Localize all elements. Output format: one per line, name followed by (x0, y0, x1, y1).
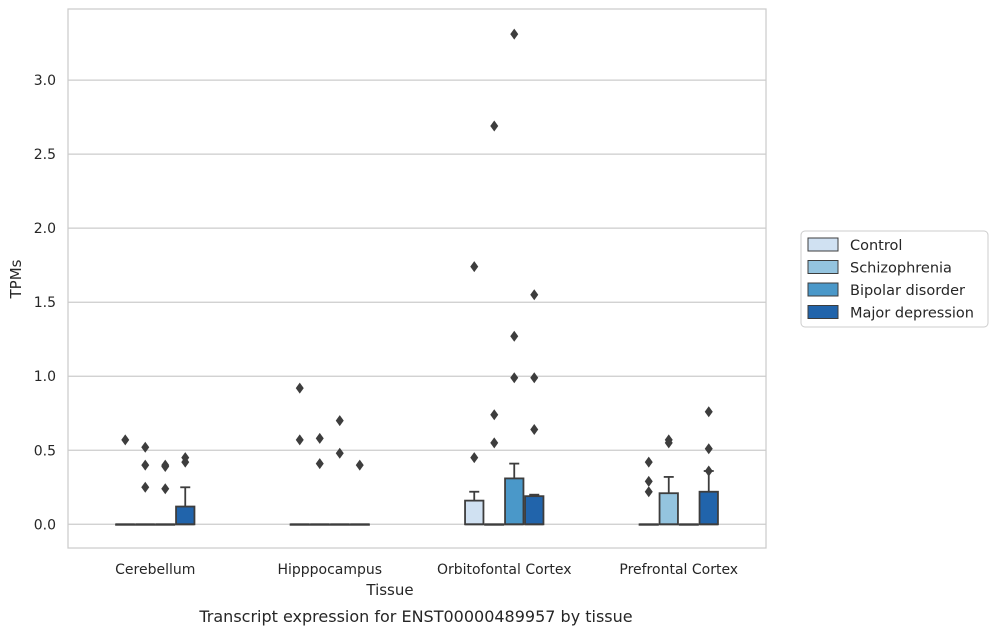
box-body (175, 505, 196, 526)
outlier-point (510, 330, 519, 342)
legend-label: Control (850, 238, 902, 254)
box-2-2 (504, 462, 525, 526)
y-tick-label: 1.5 (34, 295, 56, 311)
x-tick-label: Cerebellum (115, 562, 195, 578)
outlier-point (664, 437, 673, 449)
legend-swatch (807, 282, 839, 297)
box-2-0 (155, 523, 176, 526)
box-body (464, 499, 485, 526)
outlier-point (355, 459, 364, 471)
outlier-point (704, 443, 713, 455)
outlier-point (510, 372, 519, 384)
legend-swatch (807, 305, 839, 319)
legend-label: Schizophrenia (850, 261, 952, 277)
outlier-point (141, 441, 150, 453)
box-0-3 (638, 523, 659, 526)
box-1-1 (309, 523, 330, 526)
legend-swatch (807, 237, 839, 252)
outlier-point (704, 465, 713, 477)
box-body (504, 477, 525, 526)
outlier-point (530, 424, 539, 436)
x-tick-label: Prefrontal Cortex (619, 562, 738, 578)
box-1-0 (135, 523, 156, 526)
y-axis-title: TPMs (7, 259, 25, 299)
outlier-point (490, 409, 499, 421)
box-0-0 (115, 523, 136, 526)
y-tick-label: 3.0 (34, 73, 56, 89)
outlier-point (530, 372, 539, 384)
box-2-3 (678, 523, 699, 526)
legend: Control Schizophrenia Bipolar disorder Majo… (800, 230, 989, 328)
box-body (524, 495, 545, 526)
y-tick-label: 0.5 (34, 443, 56, 459)
legend-frame (800, 230, 989, 328)
box-body (698, 490, 719, 526)
outlier-point (335, 447, 344, 459)
outlier-point (161, 483, 170, 495)
outlier-point (315, 458, 324, 470)
x-tick-label: Orbitofontal Cortex (437, 562, 572, 578)
y-tick-labels: 0.0 0.5 1.0 1.5 2.0 2.5 3.0 (34, 73, 56, 533)
y-tick-label: 2.0 (34, 221, 56, 237)
outlier-point (644, 456, 653, 468)
outlier-point (141, 481, 150, 493)
legend-label: Major depression (850, 306, 974, 322)
x-tick-labels: Cerebellum Hipppocampus Orbitofontal Corte… (115, 562, 738, 578)
outlier-point (181, 456, 190, 468)
legend-swatch (807, 260, 839, 274)
outlier-point (470, 261, 479, 273)
outlier-point (490, 120, 499, 132)
y-tick-label: 2.5 (34, 147, 56, 163)
outlier-point (530, 289, 539, 301)
outlier-point (141, 459, 150, 471)
outlier-point (335, 415, 344, 427)
outlier-point (161, 461, 170, 473)
box-3-0 (175, 486, 196, 526)
outlier-point (644, 475, 653, 487)
outliers (121, 28, 713, 498)
boxes (115, 462, 719, 526)
box-1-2 (484, 523, 505, 526)
box-body (658, 492, 679, 526)
box-2-1 (329, 523, 350, 526)
box-0-2 (464, 490, 485, 526)
outlier-point (315, 432, 324, 444)
outlier-point (470, 452, 479, 464)
outlier-point (295, 434, 304, 446)
box-1-3 (658, 476, 679, 526)
legend-label: Bipolar disorder (850, 283, 965, 299)
y-tick-label: 1.0 (34, 369, 56, 385)
outlier-point (295, 382, 304, 394)
outlier-point (121, 434, 130, 446)
plot-frame (67, 8, 767, 549)
outlier-point (510, 28, 519, 40)
box-0-1 (289, 523, 310, 526)
x-axis-title: Tissue (365, 581, 413, 599)
x-tick-label: Hipppocampus (277, 562, 382, 578)
outlier-point (644, 486, 653, 498)
box-3-1 (349, 523, 370, 526)
chart-caption: Transcript expression for ENST0000048995… (198, 607, 632, 626)
outlier-point (704, 406, 713, 418)
box-3-2 (524, 493, 545, 526)
outlier-point (490, 437, 499, 449)
y-tick-label: 0.0 (34, 517, 56, 533)
